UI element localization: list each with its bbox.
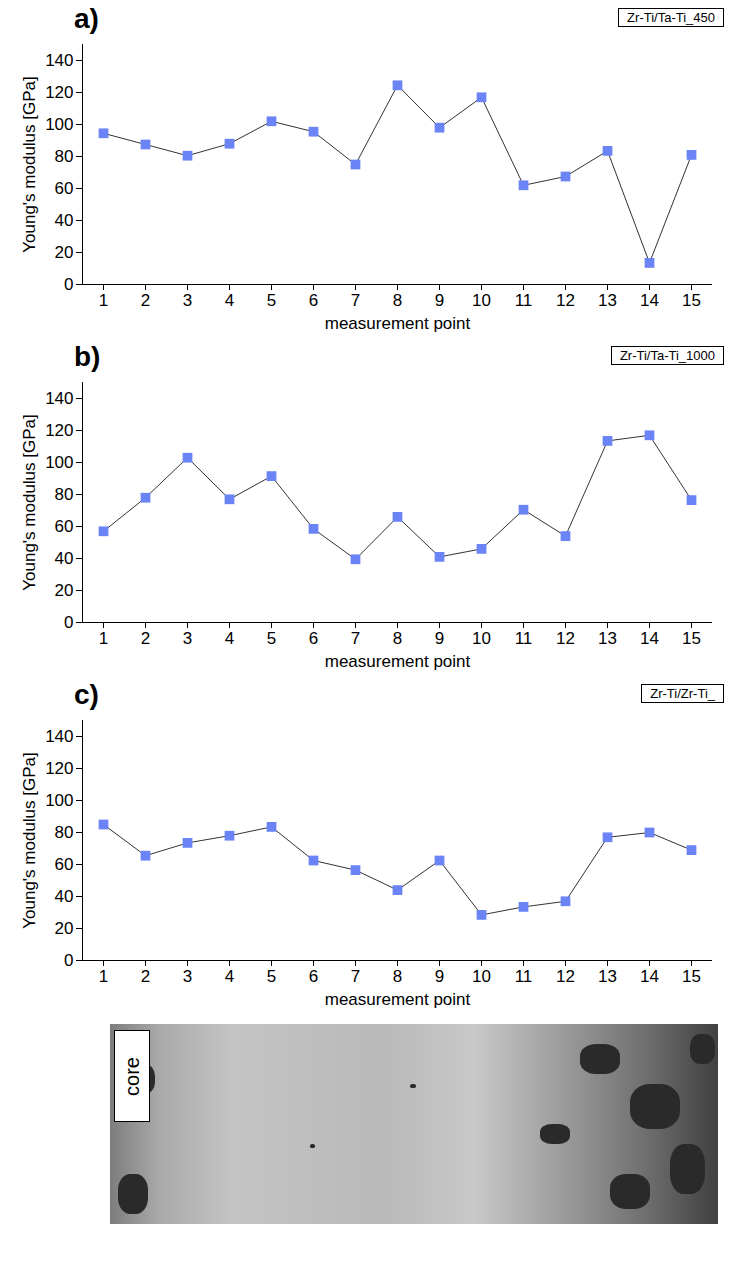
svg-text:measurement point: measurement point [325,990,471,1009]
svg-text:3: 3 [183,967,192,986]
svg-text:15: 15 [682,967,701,986]
html-text:Zr-Ti/Zr-Ti_: Zr-Ti/Zr-Ti_ [650,686,715,701]
svg-text:13: 13 [598,967,617,986]
svg-text:120: 120 [45,421,73,440]
svg-text:140: 140 [45,51,73,70]
svg-text:10: 10 [472,967,491,986]
svg-text:12: 12 [556,629,575,648]
svg-text:0: 0 [64,275,73,294]
svg-text:20: 20 [55,581,74,600]
svg-text:1: 1 [99,629,108,648]
html-text:c): c) [74,679,99,710]
svg-text:Young's modulus [GPa]: Young's modulus [GPa] [20,752,39,929]
svg-text:100: 100 [45,115,73,134]
svg-text:11: 11 [515,291,533,310]
svg-text:12: 12 [556,967,575,986]
svg-text:8: 8 [393,629,402,648]
svg-text:measurement point: measurement point [325,314,471,333]
svg-text:2: 2 [141,291,150,310]
svg-text:40: 40 [55,549,74,568]
svg-text:80: 80 [55,147,74,166]
svg-text:0: 0 [64,951,73,970]
svg-text:9: 9 [435,291,444,310]
svg-text:11: 11 [515,967,533,986]
svg-text:1: 1 [99,291,108,310]
svg-text:15: 15 [682,629,701,648]
svg-text:15: 15 [682,291,701,310]
svg-text:3: 3 [183,291,192,310]
svg-text:13: 13 [598,629,617,648]
html-text:Zr-Ti/Ta-Ti_1000: Zr-Ti/Ta-Ti_1000 [619,348,715,363]
svg-text:140: 140 [45,727,73,746]
svg-text:Young's modulus [GPa]: Young's modulus [GPa] [20,414,39,591]
svg-text:6: 6 [309,967,318,986]
svg-text:120: 120 [45,759,73,778]
html-text:core: core [120,1056,143,1096]
svg-text:2: 2 [141,629,150,648]
svg-text:1: 1 [99,967,108,986]
svg-text:10: 10 [472,291,491,310]
svg-text:11: 11 [515,629,533,648]
svg-text:0: 0 [64,613,73,632]
svg-text:7: 7 [351,291,360,310]
svg-text:60: 60 [55,179,74,198]
svg-text:100: 100 [45,791,73,810]
svg-text:12: 12 [556,291,575,310]
svg-text:120: 120 [45,83,73,102]
svg-text:13: 13 [598,291,617,310]
svg-text:8: 8 [393,291,402,310]
svg-text:10: 10 [472,629,491,648]
svg-text:8: 8 [393,967,402,986]
svg-text:14: 14 [640,291,659,310]
svg-text:4: 4 [225,629,234,648]
svg-text:5: 5 [267,967,276,986]
svg-text:2: 2 [141,967,150,986]
svg-text:80: 80 [55,485,74,504]
html-text:Zr-Ti/Ta-Ti_450: Zr-Ti/Ta-Ti_450 [627,10,715,25]
svg-text:40: 40 [55,211,74,230]
svg-text:7: 7 [351,629,360,648]
svg-text:4: 4 [225,967,234,986]
svg-text:9: 9 [435,629,444,648]
svg-text:60: 60 [55,517,74,536]
svg-text:140: 140 [45,389,73,408]
svg-text:4: 4 [225,291,234,310]
svg-text:7: 7 [351,967,360,986]
svg-text:3: 3 [183,629,192,648]
svg-text:measurement point: measurement point [325,652,471,671]
svg-text:Young's modulus [GPa]: Young's modulus [GPa] [20,76,39,253]
html-text:a): a) [74,3,99,34]
svg-text:80: 80 [55,823,74,842]
svg-text:5: 5 [267,291,276,310]
svg-text:14: 14 [640,629,659,648]
svg-text:20: 20 [55,919,74,938]
svg-text:60: 60 [55,855,74,874]
svg-text:9: 9 [435,967,444,986]
svg-text:6: 6 [309,629,318,648]
svg-text:14: 14 [640,967,659,986]
svg-text:40: 40 [55,887,74,906]
svg-text:5: 5 [267,629,276,648]
svg-text:20: 20 [55,243,74,262]
svg-text:100: 100 [45,453,73,472]
html-text:b): b) [74,341,101,372]
svg-text:6: 6 [309,291,318,310]
